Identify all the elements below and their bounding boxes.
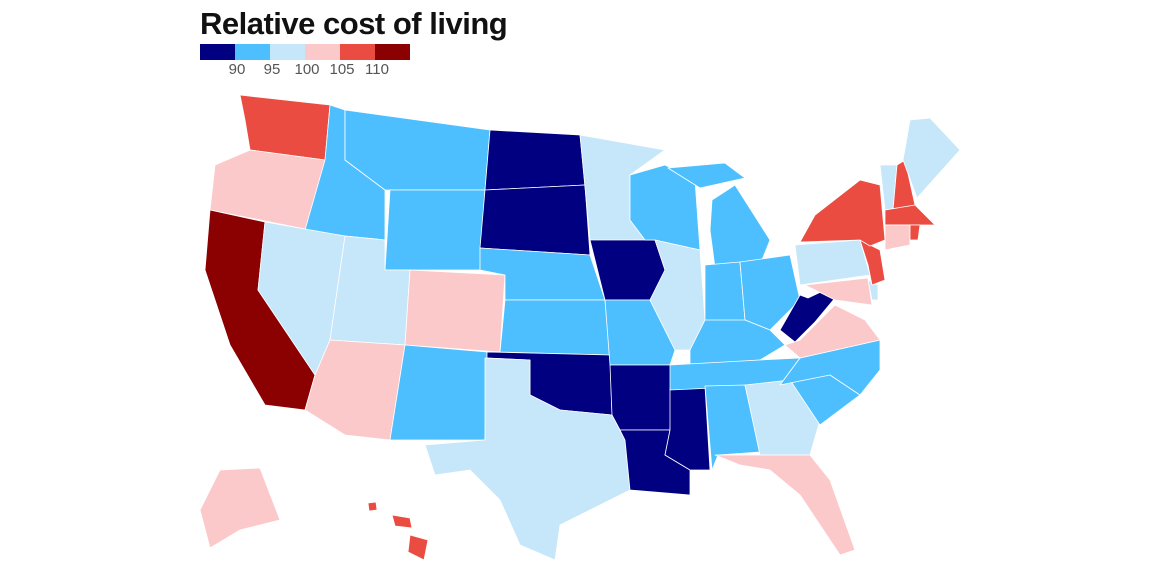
state-hawaii-1[interactable] — [367, 501, 378, 512]
state-rhode-island[interactable] — [909, 224, 921, 241]
state-alabama[interactable] — [704, 384, 761, 471]
state-colorado[interactable] — [404, 269, 506, 353]
legend-swatch-90-95 — [235, 44, 270, 60]
state-new-mexico[interactable] — [389, 344, 488, 441]
legend-label: 90 — [228, 61, 246, 78]
state-ohio[interactable] — [739, 254, 801, 331]
state-north-dakota[interactable] — [484, 129, 586, 191]
state-georgia[interactable] — [744, 379, 821, 456]
state-texas[interactable] — [424, 357, 631, 561]
state-alaska[interactable] — [199, 467, 281, 549]
state-hawaii-2[interactable] — [391, 514, 413, 529]
state-mississippi[interactable] — [664, 385, 711, 471]
legend-swatch-100-105 — [305, 44, 340, 60]
state-florida[interactable] — [714, 454, 856, 556]
state-arkansas[interactable] — [609, 364, 676, 431]
legend-label: 110 — [365, 61, 389, 78]
state-michigan-upper[interactable] — [667, 162, 746, 189]
state-maine[interactable] — [902, 117, 961, 199]
legend-label: 95 — [263, 61, 281, 78]
legend-label: 100 — [294, 61, 320, 78]
state-pennsylvania[interactable] — [794, 239, 871, 286]
state-michigan[interactable] — [709, 184, 771, 269]
state-south-dakota[interactable] — [479, 184, 591, 256]
state-connecticut[interactable] — [884, 224, 911, 251]
state-massachusetts[interactable] — [884, 204, 936, 226]
state-kansas[interactable] — [499, 299, 611, 356]
legend-swatch-below-90 — [200, 44, 235, 60]
legend-label: 105 — [329, 61, 355, 78]
map-title: Relative cost of living — [200, 6, 508, 41]
state-new-york[interactable] — [799, 179, 886, 247]
legend-swatch-105-110 — [340, 44, 375, 60]
state-maryland[interactable] — [804, 277, 873, 306]
legend-swatch-above-110 — [375, 44, 410, 60]
state-missouri[interactable] — [604, 299, 676, 366]
state-new-jersey[interactable] — [859, 239, 886, 286]
state-illinois[interactable] — [649, 239, 706, 351]
state-wyoming[interactable] — [384, 189, 486, 271]
legend-swatch-95-100 — [270, 44, 305, 60]
state-hawaii-3[interactable] — [407, 534, 429, 561]
state-oregon[interactable] — [209, 149, 326, 231]
state-virginia[interactable] — [784, 304, 881, 359]
